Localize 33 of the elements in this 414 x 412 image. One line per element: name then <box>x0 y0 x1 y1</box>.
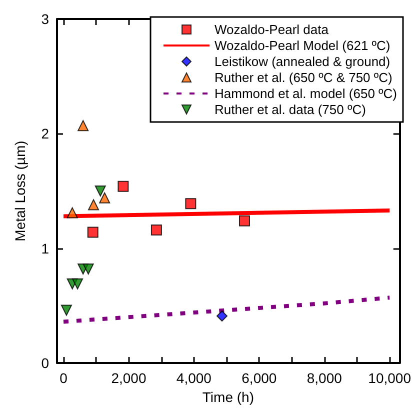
point <box>185 198 196 210</box>
x-tick-label: 0 <box>60 370 68 386</box>
point <box>66 207 78 218</box>
x-tick-label: 4,000 <box>176 370 212 386</box>
point <box>238 215 250 226</box>
point <box>60 304 72 316</box>
point <box>118 180 129 192</box>
y-tick-label: 1 <box>41 240 50 256</box>
point <box>87 226 98 238</box>
point <box>94 186 106 196</box>
x-tick-label: 2,000 <box>111 370 146 386</box>
point <box>72 278 84 290</box>
legend-label: Leistikow (annealed & ground) <box>214 54 390 69</box>
legend-label: Wozaldo-Pearl data <box>214 22 330 37</box>
line-series <box>62 296 392 324</box>
legend-label: Wozaldo-Pearl Model (621 ºC) <box>214 38 390 53</box>
legend-label: Ruther et al. (650 ºC & 750 ºC) <box>214 70 392 85</box>
point <box>82 263 94 274</box>
x-tick-label: 8,000 <box>306 370 342 386</box>
legend-label: Ruther et al. data (750 ºC) <box>214 102 366 117</box>
x-tick-label: 10,000 <box>368 370 412 386</box>
point <box>88 199 100 210</box>
x-tick-label: 6,000 <box>242 370 277 386</box>
point <box>150 224 162 236</box>
x-axis-title: Time (h) <box>202 388 254 405</box>
y-tick-label: 0 <box>41 355 50 371</box>
y-tick-label: 2 <box>41 126 50 142</box>
point <box>99 192 110 204</box>
y-tick-label: 3 <box>41 11 50 27</box>
legend-label: Hammond et al. model (650 ºC) <box>214 86 398 101</box>
point <box>78 120 89 132</box>
point <box>216 310 228 322</box>
y-axis-title: Metal Loss (µm) <box>12 140 28 242</box>
